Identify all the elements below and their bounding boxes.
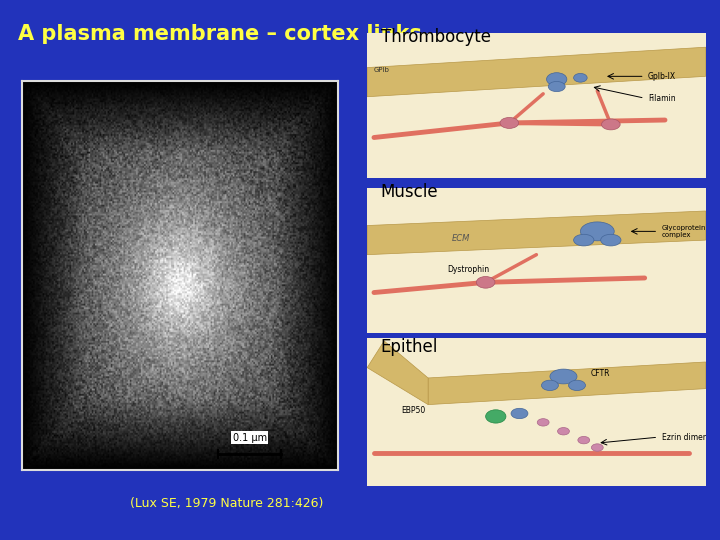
Polygon shape [367,211,706,255]
Text: 0.1 μm: 0.1 μm [233,433,266,443]
Ellipse shape [578,436,590,444]
Text: ECM: ECM [452,234,470,243]
Ellipse shape [600,234,621,246]
Ellipse shape [557,428,570,435]
Text: GpIb-IX: GpIb-IX [648,72,676,81]
Ellipse shape [601,119,620,130]
Text: Glycoprotein
complex: Glycoprotein complex [662,225,706,238]
Ellipse shape [580,222,614,241]
Bar [367,188,706,333]
Ellipse shape [591,444,603,451]
Polygon shape [367,341,428,404]
Bar [367,32,706,178]
Ellipse shape [486,410,506,423]
Text: CFTR: CFTR [590,369,610,378]
Ellipse shape [500,118,518,129]
Text: EBP50: EBP50 [401,406,426,415]
Ellipse shape [569,380,585,390]
Polygon shape [367,47,706,97]
Ellipse shape [574,234,594,246]
Text: GPIb: GPIb [374,68,390,73]
Ellipse shape [550,369,577,384]
Text: (Lux SE, 1979 Nature 281:426): (Lux SE, 1979 Nature 281:426) [130,497,323,510]
Bar [367,338,706,486]
Ellipse shape [541,380,559,390]
Ellipse shape [546,73,567,86]
Text: Ezrin dimer: Ezrin dimer [662,433,706,442]
Text: Thrombocyte: Thrombocyte [381,28,491,46]
Polygon shape [428,362,706,404]
Text: Dystrophin: Dystrophin [448,265,490,274]
Ellipse shape [537,418,549,426]
Ellipse shape [511,408,528,418]
Ellipse shape [574,73,588,82]
Text: Muscle: Muscle [381,183,438,201]
Text: Filamin: Filamin [648,93,675,103]
Text: Epithel: Epithel [381,338,438,356]
Ellipse shape [477,276,495,288]
Text: A plasma membrane – cortex links: A plasma membrane – cortex links [18,24,422,44]
Ellipse shape [548,82,565,92]
